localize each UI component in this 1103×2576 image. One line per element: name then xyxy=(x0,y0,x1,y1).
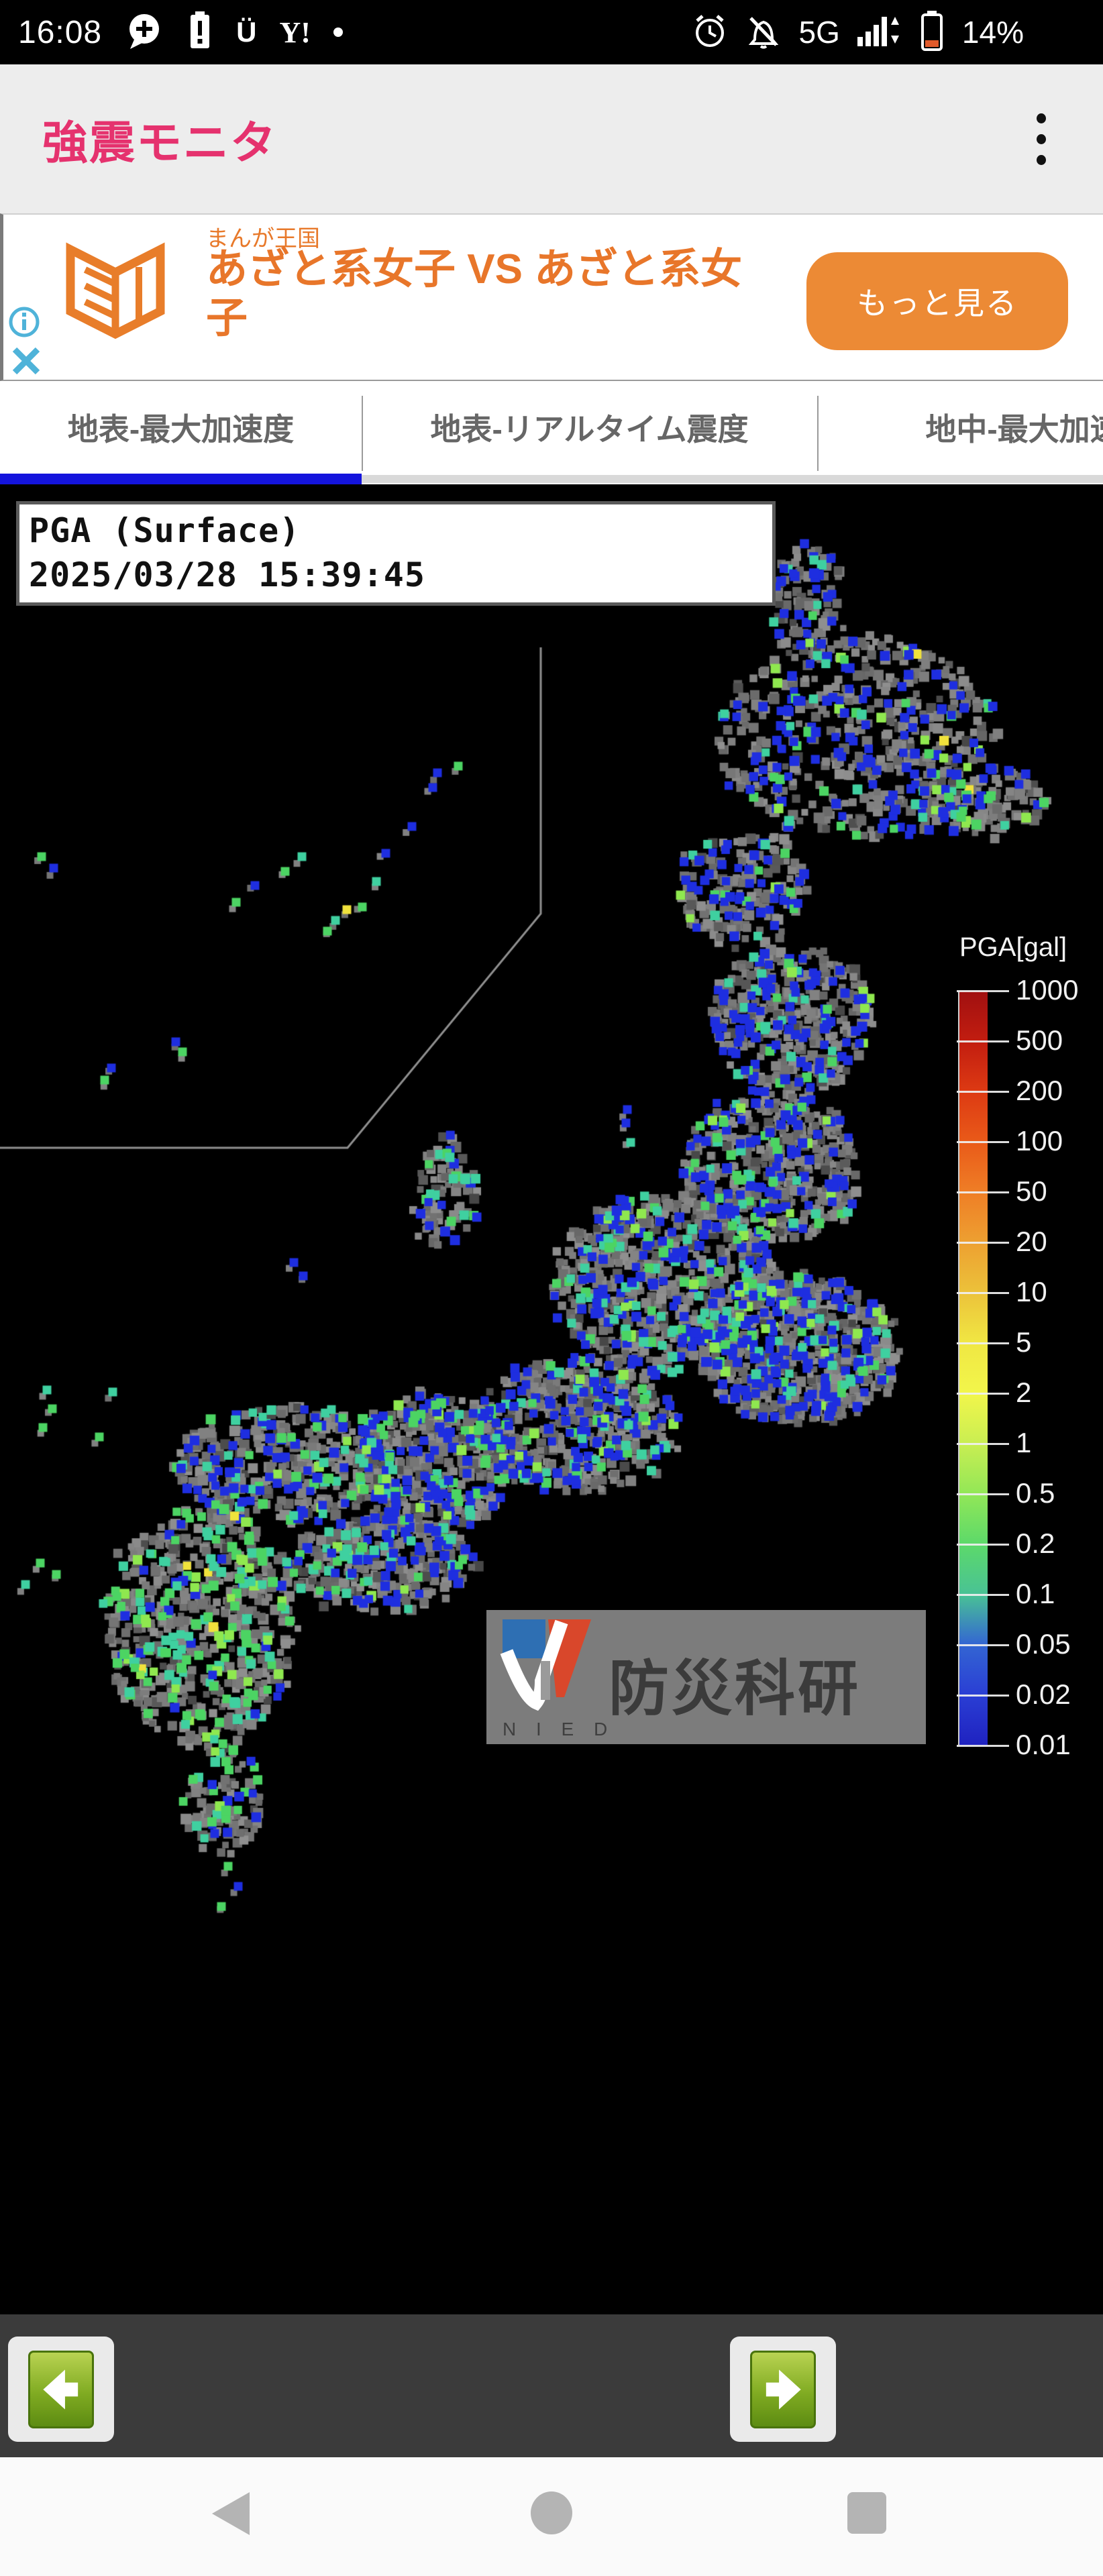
battery-alert-icon xyxy=(187,11,213,54)
nav-back-icon[interactable] xyxy=(212,2492,250,2535)
app-header: 強震モニタ xyxy=(0,64,1103,213)
tab-divider xyxy=(362,396,363,471)
alarm-icon xyxy=(692,13,728,52)
nied-watermark: N I E D 防災科研 xyxy=(486,1610,926,1744)
notification-dot-icon xyxy=(333,28,343,37)
tab-surface-realtime-intensity[interactable]: 地表-リアルタイム震度 xyxy=(430,412,749,447)
legend-tick-line xyxy=(957,1443,1009,1445)
map-title-box: PGA (Surface) 2025/03/28 15:39:45 xyxy=(16,501,776,606)
tab-strip xyxy=(362,475,1103,483)
battery-level-icon xyxy=(919,10,945,54)
nav-home-icon[interactable] xyxy=(531,2491,572,2534)
legend-tick-label: 200 xyxy=(1016,1075,1063,1106)
nied-acronym: N I E D xyxy=(503,1719,615,1739)
ad-advertiser-name: まんが王国 xyxy=(206,226,320,252)
tab-divider xyxy=(817,396,819,471)
ad-headline: あざと系女子 VS あざと系女子 xyxy=(206,246,743,341)
legend-tick-line xyxy=(957,1292,1009,1294)
legend-tick-label: 0.02 xyxy=(1016,1678,1071,1710)
app-title: 強震モニタ xyxy=(42,117,278,169)
legend-tick-line xyxy=(957,1342,1009,1344)
nav-recents-icon[interactable] xyxy=(847,2492,886,2534)
tab-surface-max-acceleration[interactable]: 地表-最大加速度 xyxy=(67,412,295,447)
legend-tick-label: 0.2 xyxy=(1016,1527,1055,1559)
nied-logo-icon xyxy=(497,1617,598,1714)
step-forward-button[interactable] xyxy=(730,2337,836,2442)
map-title: PGA (Surface) xyxy=(29,511,301,550)
legend-tick-line xyxy=(957,1242,1009,1244)
legend-tick-label: 20 xyxy=(1016,1226,1047,1257)
arrow-right-icon xyxy=(750,2350,816,2428)
playback-control-bar: 27分59秒前 xyxy=(0,2314,1103,2457)
signal-strength-icon xyxy=(857,14,902,51)
ad-info-icon[interactable] xyxy=(7,305,41,342)
chat-notification-icon xyxy=(125,11,164,54)
legend-tick-label: 100 xyxy=(1016,1125,1063,1157)
notifications-off-icon xyxy=(745,13,782,52)
status-bar-left: 16:08 Ü Y! xyxy=(18,11,343,54)
legend-tick-label: 2 xyxy=(1016,1377,1032,1408)
overflow-menu-icon[interactable] xyxy=(1028,99,1055,179)
legend-tick-line xyxy=(957,1695,1009,1697)
legend-tick-line xyxy=(957,1493,1009,1495)
legend-color-bar xyxy=(958,991,988,1746)
legend-tick-line xyxy=(957,990,1009,992)
ad-cta-button[interactable]: もっと見る xyxy=(806,252,1068,350)
legend-tick-label: 5 xyxy=(1016,1326,1032,1358)
legend-tick-label: 0.1 xyxy=(1016,1578,1055,1609)
tab-underground-max-acceleration[interactable]: 地中-最大加速度 xyxy=(925,412,1103,447)
legend-tick-line xyxy=(957,1393,1009,1395)
clock: 16:08 xyxy=(18,14,103,50)
ad-banner[interactable]: まんが王国 あざと系女子 VS あざと系女子 もっと見る xyxy=(0,213,1103,381)
android-nav-bar xyxy=(0,2457,1103,2576)
battery-percent: 14% xyxy=(961,15,1024,50)
ad-close-icon[interactable] xyxy=(11,346,41,379)
legend-tick-line xyxy=(957,1745,1009,1747)
legend-tick-line xyxy=(957,1644,1009,1646)
japan-station-map-canvas xyxy=(0,484,1103,2314)
legend-tick-label: 1 xyxy=(1016,1427,1032,1458)
ad-advertiser-logo-icon xyxy=(65,240,166,345)
seismic-map: PGA (Surface) 2025/03/28 15:39:45 PGA[ga… xyxy=(0,484,1103,2314)
network-type: 5G xyxy=(798,15,840,50)
legend-tick-line xyxy=(957,1544,1009,1546)
legend-tick-label: 1000 xyxy=(1016,974,1079,1006)
legend-tick-label: 500 xyxy=(1016,1024,1063,1056)
legend-tick-label: 50 xyxy=(1016,1175,1047,1207)
legend-tick-label: 0.5 xyxy=(1016,1477,1055,1509)
status-bar-right: 5G 14% xyxy=(692,10,1024,54)
tab-bar: 地表-最大加速度 地表-リアルタイム震度 地中-最大加速度 xyxy=(0,381,1103,484)
yahoo-icon: Y! xyxy=(279,15,311,49)
legend-tick-label: 0.01 xyxy=(1016,1729,1071,1760)
status-bar: 16:08 Ü Y! xyxy=(0,0,1103,64)
legend-tick-line xyxy=(957,1141,1009,1143)
nied-name: 防災科研 xyxy=(609,1656,861,1723)
step-back-button[interactable] xyxy=(8,2337,114,2442)
active-tab-underline xyxy=(0,474,362,484)
legend-tick-line xyxy=(957,1091,1009,1093)
legend-title: PGA[gal] xyxy=(959,932,1067,962)
legend-tick-line xyxy=(957,1040,1009,1042)
legend-tick-label: 0.05 xyxy=(1016,1628,1071,1660)
legend-tick-line xyxy=(957,1594,1009,1596)
map-timestamp: 2025/03/28 15:39:45 xyxy=(29,555,425,594)
legend-tick-line xyxy=(957,1191,1009,1193)
legend-tick-label: 10 xyxy=(1016,1276,1047,1307)
arrow-left-icon xyxy=(28,2350,94,2428)
u-app-icon: Ü xyxy=(236,16,257,48)
